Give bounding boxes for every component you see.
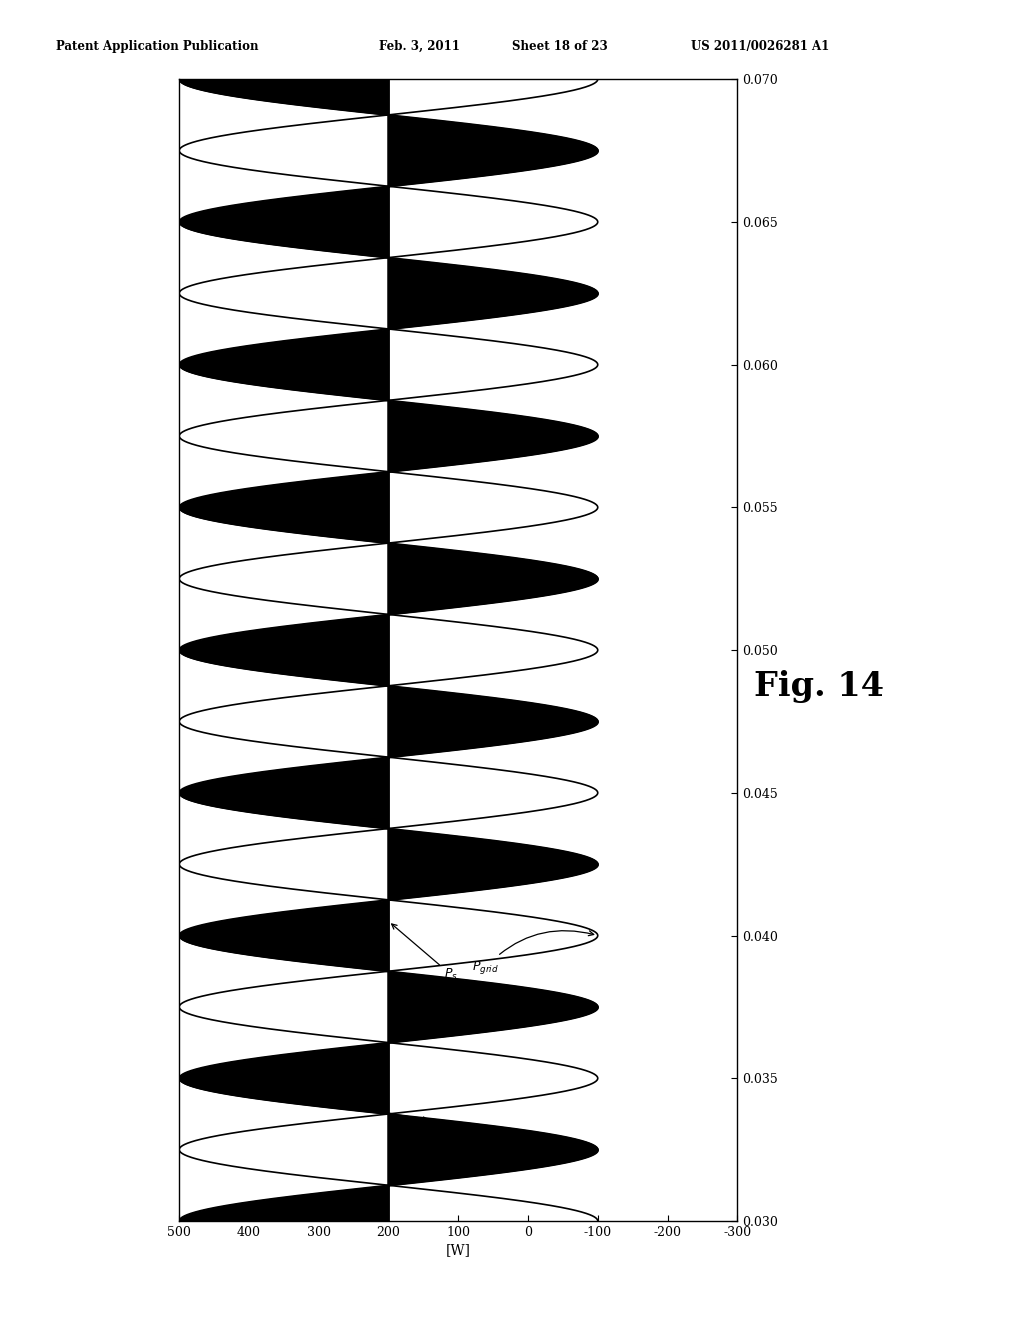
Text: US 2011/0026281 A1: US 2011/0026281 A1 <box>691 40 829 53</box>
Text: Feb. 3, 2011: Feb. 3, 2011 <box>379 40 460 53</box>
Text: Fig. 14: Fig. 14 <box>755 671 884 702</box>
Text: Sheet 18 of 23: Sheet 18 of 23 <box>512 40 608 53</box>
X-axis label: [W]: [W] <box>445 1243 471 1257</box>
Text: $P_{grid}$: $P_{grid}$ <box>472 931 594 975</box>
Text: Patent Application Publication: Patent Application Publication <box>56 40 259 53</box>
Text: $P_{AF}$: $P_{AF}$ <box>249 1081 428 1122</box>
Text: $P_s$: $P_s$ <box>391 924 458 982</box>
